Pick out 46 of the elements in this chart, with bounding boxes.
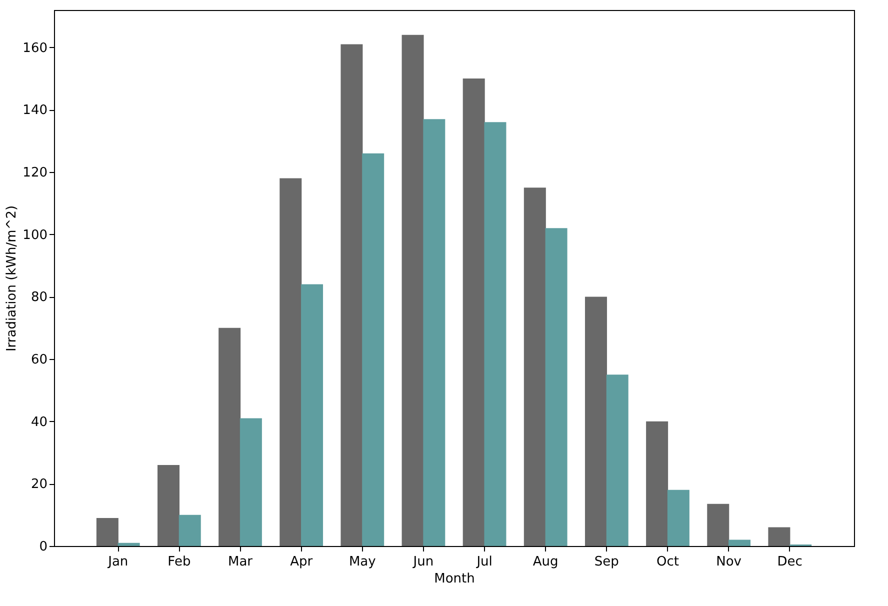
bar [667, 490, 690, 546]
y-tick-label: 80 [30, 290, 48, 306]
bar [606, 374, 628, 546]
x-tick-label: Sep [594, 554, 619, 570]
x-tick-label: Jan [107, 554, 128, 570]
x-tick-label: Dec [777, 554, 802, 570]
bar [402, 34, 424, 546]
x-tick-label: Apr [290, 554, 314, 570]
x-axis-title: Month [434, 572, 475, 586]
bar [524, 188, 546, 546]
bar [545, 228, 568, 546]
bar [218, 328, 241, 546]
bar [118, 542, 140, 546]
y-tick-label: 140 [22, 103, 48, 118]
bar [423, 119, 446, 546]
y-tick-label: 40 [30, 414, 48, 430]
bar [646, 421, 668, 546]
y-tick-label: 60 [30, 352, 48, 368]
bar [362, 153, 384, 546]
x-tick-label: May [348, 554, 376, 570]
bar [462, 78, 485, 546]
y-tick-label: 160 [22, 40, 48, 56]
bar [158, 464, 180, 546]
bar [707, 504, 730, 546]
x-tick-label: Mar [228, 554, 254, 570]
y-tick-label: 120 [22, 166, 48, 181]
y-tick-label: 0 [39, 540, 48, 554]
bar [96, 518, 118, 546]
bar [340, 44, 363, 546]
bar [768, 527, 790, 546]
y-axis-title: Irradiation (kWh/m^2) [4, 205, 20, 352]
bar [584, 296, 607, 546]
x-tick-label: Oct [656, 554, 679, 570]
x-tick-label: Feb [168, 554, 191, 570]
bar [280, 178, 302, 546]
x-tick-label: Aug [532, 554, 558, 570]
bar [484, 122, 506, 546]
x-tick-label: Jun [412, 554, 434, 570]
x-tick-label: Nov [716, 554, 742, 570]
bar [301, 284, 324, 546]
bar [240, 418, 262, 546]
x-tick-label: Jul [476, 554, 492, 570]
bar [178, 514, 201, 546]
bar [728, 540, 750, 546]
y-tick-label: 20 [30, 477, 48, 492]
y-tick-label: 100 [22, 228, 48, 243]
